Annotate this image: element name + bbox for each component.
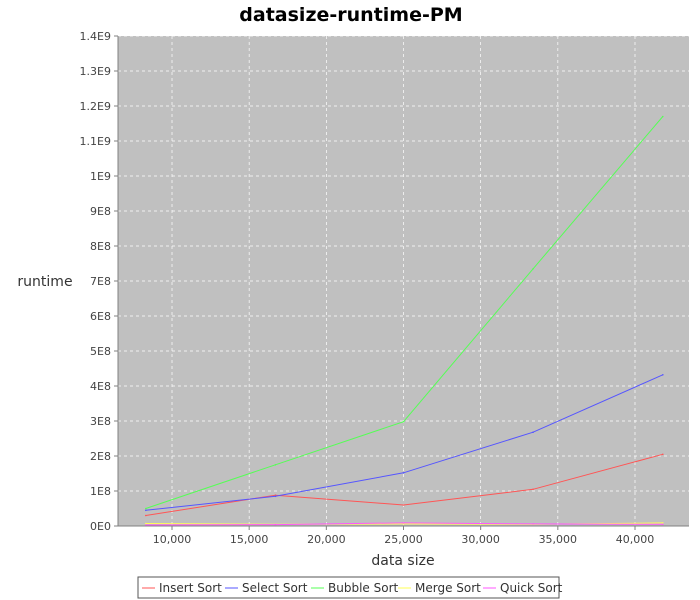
y-tick-label: 1E9 (90, 170, 111, 183)
y-tick-label: 1E8 (90, 485, 111, 498)
y-tick-label: 8E8 (90, 240, 111, 253)
data-point-insert-sort (145, 514, 147, 517)
y-tick-label: 9E8 (90, 205, 111, 218)
data-point-select-sort (145, 509, 147, 512)
legend: Insert Sort Select Sort Bubble Sort Merge S… (137, 576, 563, 599)
data-point-bubble-sort (402, 420, 405, 423)
data-point-quick-sort (662, 523, 664, 526)
grid (118, 35, 689, 526)
data-point-select-sort (274, 495, 277, 498)
legend-label-quick-sort: Quick Sort (500, 581, 563, 595)
data-point-quick-sort (532, 523, 534, 525)
data-point-merge-sort (145, 522, 147, 525)
y-tick-label: 3E8 (90, 415, 111, 428)
data-point-bubble-sort (662, 115, 664, 118)
data-point-insert-sort (402, 504, 405, 506)
y-axis-label: runtime (17, 274, 72, 290)
series-layer (145, 115, 664, 526)
legend-box (137, 576, 560, 599)
data-point-insert-sort (662, 453, 664, 456)
chart-title: datasize-runtime-PM (239, 4, 462, 26)
legend-label-merge-sort: Merge Sort (415, 581, 481, 595)
x-tick-label: 25,000 (384, 533, 423, 546)
x-tick-label: 20,000 (307, 533, 346, 546)
x-tick-label: 30,000 (461, 533, 500, 546)
data-point-select-sort (662, 374, 664, 376)
x-tick-label: 10,000 (153, 533, 192, 546)
x-tick-label: 40,000 (616, 533, 655, 546)
data-point-quick-sort (145, 524, 147, 526)
data-point-bubble-sort (145, 507, 147, 510)
y-tick-label: 1.4E9 (80, 30, 111, 43)
y-tick-label: 1.2E9 (80, 100, 111, 113)
x-tick-label: 15,000 (230, 533, 269, 546)
data-point-insert-sort (532, 488, 534, 491)
x-tick-label: 35,000 (539, 533, 578, 546)
y-tick-label: 0E0 (90, 520, 111, 533)
legend-label-insert-sort: Insert Sort (159, 581, 222, 595)
data-point-merge-sort (662, 522, 664, 524)
legend-label-bubble-sort: Bubble Sort (328, 581, 398, 595)
data-point-quick-sort (402, 522, 405, 524)
x-axis-ticks: 10,000 15,000 20,000 25,000 30,000 35,000 40,0… (153, 526, 654, 546)
y-tick-label: 2E8 (90, 450, 111, 463)
y-tick-label: 5E8 (90, 345, 111, 358)
y-tick-label: 6E8 (90, 310, 111, 323)
y-tick-label: 7E8 (90, 275, 111, 288)
y-tick-label: 1.3E9 (80, 65, 111, 78)
y-axis-ticks: 0E0 1E8 2E8 3E8 4E8 5E8 6E8 7E8 8E8 9E8 1E9 1.1E9 1.… (80, 30, 118, 533)
x-axis-label: data size (371, 553, 434, 569)
data-point-quick-sort (274, 523, 277, 526)
y-tick-label: 4E8 (90, 380, 111, 393)
data-point-bubble-sort (274, 464, 277, 466)
legend-items: Insert Sort Select Sort Bubble Sort Merge S… (142, 581, 563, 595)
y-tick-label: 1.1E9 (80, 135, 111, 148)
data-point-insert-sort (274, 494, 277, 497)
data-point-select-sort (532, 431, 534, 434)
legend-label-select-sort: Select Sort (242, 581, 308, 595)
data-point-select-sort (402, 472, 405, 474)
data-point-bubble-sort (532, 268, 534, 270)
